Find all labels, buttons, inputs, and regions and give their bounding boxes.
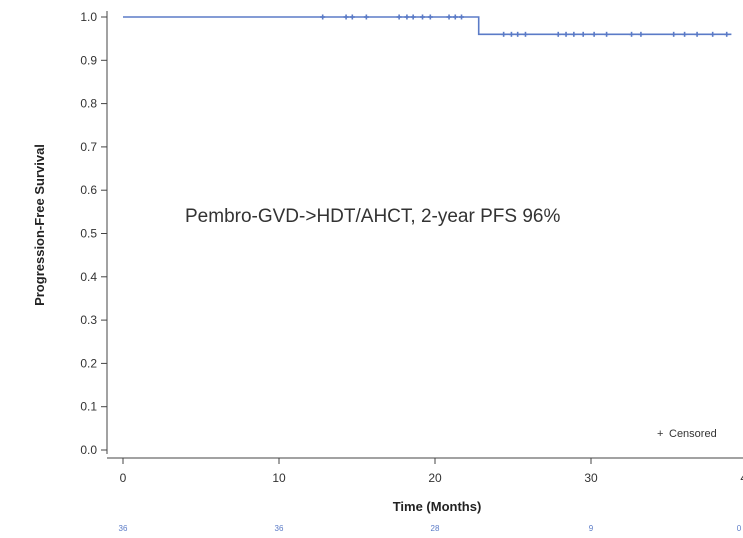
censor-mark: [459, 14, 465, 20]
y-axis-title: Progression-Free Survival: [32, 144, 47, 306]
censored-markers: [320, 14, 730, 37]
y-tick-label: 1.0: [80, 10, 97, 24]
pfs-annotation: Pembro-GVD->HDT/AHCT, 2-year PFS 96%: [185, 206, 560, 227]
y-axis: 0.0 0.1 0.2 0.3 0.4 0.5 0.6 0.7 0.8 0.9 1.0: [80, 10, 108, 457]
x-axis: 0 10 20 30 40: [107, 457, 743, 485]
survival-curve: [123, 16, 732, 36]
y-tick-label: 0.9: [80, 53, 97, 67]
censor-mark: [671, 31, 677, 37]
censor-mark: [604, 31, 610, 37]
y-tick-label: 0.8: [80, 97, 97, 111]
x-tick-label: 0: [120, 471, 127, 485]
censor-mark: [638, 31, 644, 37]
at-risk-count: 36: [119, 524, 128, 533]
censor-mark: [591, 31, 597, 37]
survival-step-line: [123, 16, 732, 36]
censor-mark: [563, 31, 569, 37]
censor-mark: [710, 31, 716, 37]
censor-mark: [508, 31, 514, 37]
y-tick-label: 0.2: [80, 356, 97, 370]
censor-mark: [320, 14, 326, 20]
y-tick-label: 0.7: [80, 140, 97, 154]
censor-mark: [522, 31, 528, 37]
censor-mark: [446, 14, 452, 20]
censor-mark: [724, 31, 730, 37]
censor-mark: [427, 14, 433, 20]
censor-mark: [694, 31, 700, 37]
censor-mark: [555, 31, 561, 37]
at-risk-count: 28: [431, 524, 440, 533]
censor-mark: [629, 31, 635, 37]
censor-mark: [571, 31, 577, 37]
censor-mark: [404, 14, 410, 20]
legend: + Censored: [657, 428, 717, 440]
y-tick-label: 0.5: [80, 227, 97, 241]
number-at-risk-row: 36 36 28 9 0: [119, 524, 742, 533]
censor-mark: [452, 14, 458, 20]
censor-mark: [410, 14, 416, 20]
censor-mark: [682, 31, 688, 37]
censor-mark: [501, 31, 507, 37]
y-tick-label: 0.1: [80, 400, 97, 414]
legend-censored-label: Censored: [669, 428, 717, 440]
at-risk-count: 36: [275, 524, 284, 533]
y-tick-label: 0.0: [80, 443, 97, 457]
x-tick-label: 40: [740, 471, 743, 485]
y-tick-label: 0.6: [80, 183, 97, 197]
censor-mark: [363, 14, 369, 20]
legend-censor-symbol: +: [657, 428, 663, 440]
censor-mark: [396, 14, 402, 20]
censor-mark: [420, 14, 426, 20]
censor-mark: [515, 31, 521, 37]
y-tick-label: 0.4: [80, 270, 97, 284]
censor-mark: [580, 31, 586, 37]
censor-mark: [349, 14, 355, 20]
x-axis-title: Time (Months): [393, 499, 482, 514]
y-tick-label: 0.3: [80, 313, 97, 327]
x-tick-label: 20: [428, 471, 442, 485]
at-risk-count: 0: [737, 524, 742, 533]
x-tick-label: 30: [584, 471, 598, 485]
at-risk-count: 9: [589, 524, 594, 533]
x-tick-label: 10: [272, 471, 286, 485]
censor-mark: [343, 14, 349, 20]
